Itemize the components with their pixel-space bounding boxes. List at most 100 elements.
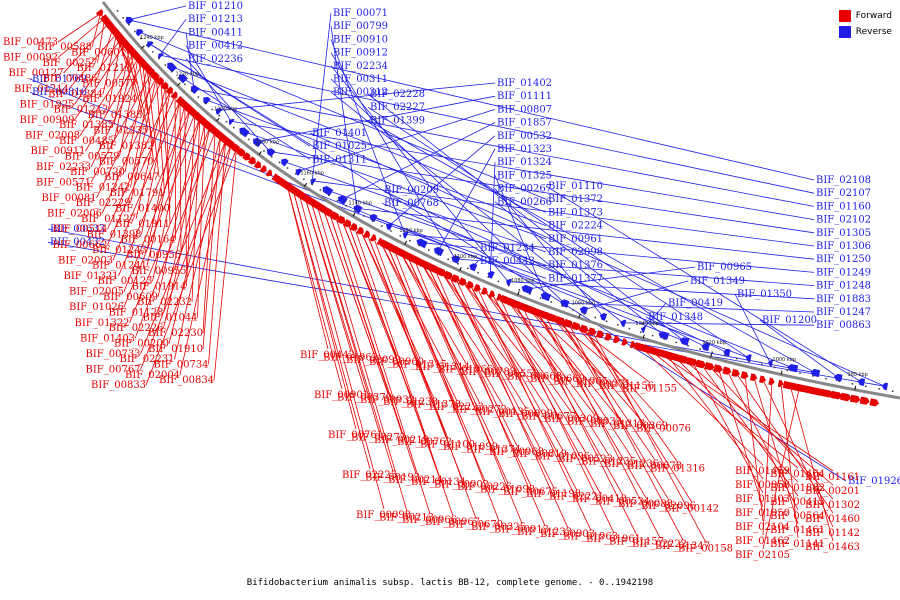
leader-line (726, 370, 799, 511)
reverse-gene-label: BIF_01377 (548, 273, 603, 284)
forward-gene (136, 57, 147, 67)
forward-gene-label: BIF_00081 (42, 193, 97, 204)
tick-mark (459, 266, 462, 271)
forward-gene (248, 156, 256, 165)
reverse-gene-label: BIF_01025 (312, 141, 367, 152)
legend-forward: Forward (838, 8, 892, 24)
reverse-gene-label: BIF_00799 (333, 21, 388, 32)
leader-line (335, 216, 431, 514)
reverse-gene-label: BIF_01210 (188, 1, 243, 12)
dot-mark (825, 377, 827, 380)
forward-gene-label: BIF_00369 (613, 421, 668, 432)
reverse-gene (158, 53, 164, 59)
forward-gene-label: BIF_00903 (540, 529, 595, 540)
legend-forward-label: Forward (855, 11, 892, 21)
forward-gene-label: BIF_01464 (770, 469, 825, 480)
leader-line (484, 291, 573, 414)
leader-line (186, 113, 196, 287)
leader-line (437, 148, 496, 252)
forward-gene-label: BIF_00902 (434, 480, 489, 491)
forward-gene (336, 215, 346, 224)
forward-gene-label: BIF_00219 (374, 435, 429, 446)
dot-mark (663, 338, 665, 340)
forward-gene-label: BIF_01321 (64, 271, 119, 282)
leader-line (584, 328, 679, 463)
forward-gene-label: BIF_00967 (425, 517, 480, 528)
reverse-gene-label: BIF_01350 (737, 289, 792, 300)
gene-labels: BIF_01210 BIF_01213 BIF_00411 BIF_00412 BIF_… (3, 1, 900, 561)
dot-mark (381, 225, 383, 227)
dot-mark (799, 372, 801, 374)
forward-gene-label: BIF_01400 (115, 203, 170, 214)
tick-label: 1180 kbp (256, 140, 280, 146)
forward-gene-label: BIF_00193 (365, 472, 420, 483)
forward-gene (668, 352, 681, 362)
reverse-gene-label: BIF_01325 (497, 170, 552, 181)
reverse-gene (402, 231, 409, 239)
reverse-gene (337, 195, 348, 205)
dot-mark (354, 210, 356, 212)
leader-line (286, 185, 329, 350)
forward-gene-label: BIF_02231 (120, 354, 175, 365)
reverse-gene-label: BIF_01324 (497, 157, 552, 168)
dot-mark (437, 254, 440, 256)
leader-line (380, 241, 444, 362)
dot-mark (640, 331, 642, 333)
forward-gene (450, 274, 460, 283)
reverse-gene (658, 331, 670, 340)
tick-label: 1060 kbp (572, 301, 596, 307)
leader-line (357, 208, 815, 260)
leader-line (529, 309, 619, 419)
leader-line (492, 294, 587, 454)
forward-gene-label: BIF_01241 (92, 261, 147, 272)
leader-line (470, 285, 564, 451)
dot-mark (878, 388, 880, 390)
dot-mark (487, 276, 489, 278)
reverse-gene (599, 313, 608, 321)
dot-mark (457, 263, 459, 265)
dot-mark (255, 144, 257, 146)
forward-gene (146, 66, 156, 76)
forward-gene-label: BIF_01214 (14, 84, 69, 95)
reverse-gene-label: BIF_01200 (762, 315, 817, 326)
dot-mark (303, 178, 305, 180)
forward-gene (230, 143, 240, 153)
forward-gene (740, 371, 749, 379)
forward-gene-label: BIF_02229 (76, 198, 131, 209)
leader-line (537, 312, 633, 459)
dot-mark (675, 341, 677, 344)
forward-gene-label: BIF_01398 (87, 229, 142, 240)
leader-line (367, 106, 749, 358)
reverse-gene-label: BIF_00312 (333, 87, 388, 98)
leader-line (283, 161, 547, 253)
dot-mark (477, 272, 479, 274)
leader-line (521, 306, 638, 536)
forward-gene (465, 280, 474, 289)
tick-label: 1200 kbp (214, 106, 238, 112)
dot-mark (372, 220, 374, 222)
forward-gene (219, 134, 230, 145)
leader-line (292, 189, 357, 430)
leader-line (734, 293, 771, 363)
forward-gene-label: BIF_00514 (53, 224, 108, 235)
leader-line (381, 189, 727, 353)
reverse-gene (136, 29, 144, 37)
forward-gene-label: BIF_00767 (86, 365, 141, 376)
dot-mark (247, 138, 250, 141)
reverse-gene-label: BIF_01323 (497, 144, 552, 155)
leader-line (230, 120, 815, 220)
forward-gene-label: BIF_00418 (572, 494, 627, 505)
leader-line (341, 122, 496, 200)
forward-gene-label: BIF_01374 (466, 444, 521, 455)
leader-line (552, 317, 642, 421)
forward-gene-label: BIF_01316 (650, 464, 705, 475)
leader-line (286, 185, 343, 390)
forward-gene (259, 165, 267, 173)
leader-line (145, 148, 237, 386)
reverse-gene-label: BIF_00419 (668, 298, 723, 309)
reverse-gene-label: BIF_02224 (548, 221, 603, 232)
forward-gene (731, 368, 740, 377)
leader-line (753, 377, 799, 525)
forward-gene-label: BIF_02235 (93, 125, 148, 136)
forward-gene-label: BIF_00564 (770, 511, 825, 522)
